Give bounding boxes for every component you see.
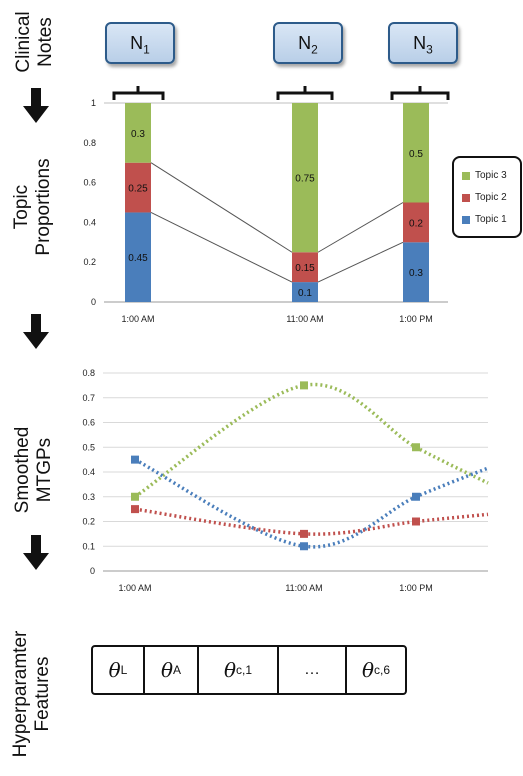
bar-data-label: 0.3 <box>131 129 145 140</box>
bar-segment <box>403 202 429 243</box>
y-tick-label: 0.3 <box>82 492 95 502</box>
y-tick-label: 0.6 <box>83 178 96 188</box>
y-tick-label: 0.5 <box>82 442 95 452</box>
legend-item-topic1: Topic 1 <box>462 214 507 225</box>
series-point-marker <box>412 443 420 452</box>
clinical-note-3: N3 <box>388 22 458 64</box>
down-arrow-icon <box>23 314 49 349</box>
y-tick-label: 0.2 <box>82 517 95 527</box>
bar-segment <box>125 162 151 213</box>
brace-markers <box>112 86 450 100</box>
bar-data-label: 0.15 <box>295 263 315 274</box>
bar-data-label: 0.2 <box>409 218 423 229</box>
bar-data-label: 0.5 <box>409 149 423 160</box>
bar-data-label: 0.25 <box>128 184 148 195</box>
connector-line <box>150 162 293 253</box>
bar-segment <box>125 103 151 163</box>
y-tick-label: 0.6 <box>82 418 95 428</box>
x-tick-label: 11:00 AM <box>285 583 322 593</box>
y-tick-label: 0.4 <box>82 467 95 477</box>
connector-line <box>317 202 404 253</box>
x-tick-label: 1:00 PM <box>399 314 433 324</box>
bar-segment <box>403 103 429 203</box>
y-tick-label: 0.2 <box>83 257 96 267</box>
bar-segment <box>125 212 151 302</box>
legend-item-topic2: Topic 2 <box>462 192 507 203</box>
x-tick-label: 1:00 PM <box>399 583 433 593</box>
connector-line <box>317 241 404 283</box>
x-tick-label: 1:00 AM <box>118 583 151 593</box>
y-tick-label: 0.8 <box>83 138 96 148</box>
smoothed-series-line <box>134 458 489 549</box>
series-point-marker <box>131 505 139 514</box>
feature-theta-c1: θ c,1 <box>199 647 279 693</box>
series-point-marker <box>131 492 139 501</box>
x-tick-label: 11:00 AM <box>286 314 323 324</box>
bar-segment <box>292 252 318 283</box>
series-point-marker <box>412 492 420 501</box>
series-point-marker <box>412 517 420 526</box>
bar-data-label: 0.3 <box>409 268 423 279</box>
clinical-note-2: N2 <box>273 22 343 64</box>
clinical-note-1: N1 <box>105 22 175 64</box>
y-tick-label: 0 <box>91 297 96 307</box>
bar-segment <box>292 103 318 253</box>
bar-data-label: 0.1 <box>298 288 312 299</box>
legend-item-topic3: Topic 3 <box>462 170 507 181</box>
y-tick-label: 0.4 <box>83 217 96 227</box>
down-arrow-icon <box>23 535 49 570</box>
feature-ellipsis: … <box>279 647 347 693</box>
bar-segment <box>403 242 429 302</box>
bar-segment <box>292 282 318 302</box>
series-point-marker <box>300 542 308 551</box>
y-tick-label: 0.8 <box>82 368 95 378</box>
series-point-marker <box>300 381 308 390</box>
y-tick-label: 0 <box>90 566 95 576</box>
legend-swatch <box>462 215 470 224</box>
legend-swatch <box>462 193 470 202</box>
down-arrow-icon <box>23 88 49 123</box>
smoothed-mtgps-chart: 0 0.1 0.2 0.3 0.4 0.5 0.6 0.7 0.8 1:00 AM 11:00 AM… <box>82 368 489 593</box>
y-tick-label: 0.1 <box>82 541 95 551</box>
feature-theta-c6: θ c,6 <box>361 658 391 682</box>
legend-swatch <box>462 171 470 180</box>
topic-proportions-chart: 00.20.40.60.811:00 AM 11:00 AM 1:00 PM0.45… <box>83 98 448 324</box>
bar-data-label: 0.45 <box>128 253 148 264</box>
hyperparameter-features-label: Hyperparamter Features <box>10 630 53 758</box>
connector-line <box>150 212 293 283</box>
smoothed-series-line <box>134 382 489 499</box>
bar-data-label: 0.75 <box>295 174 315 185</box>
y-tick-label: 1 <box>91 98 96 108</box>
chart-legend: Topic 3 Topic 2 Topic 1 <box>452 156 522 238</box>
series-point-marker <box>300 529 308 538</box>
y-tick-label: 0.7 <box>82 393 95 403</box>
series-point-marker <box>131 455 139 464</box>
smoothed-series-line <box>134 507 489 536</box>
x-tick-label: 1:00 AM <box>121 314 154 324</box>
